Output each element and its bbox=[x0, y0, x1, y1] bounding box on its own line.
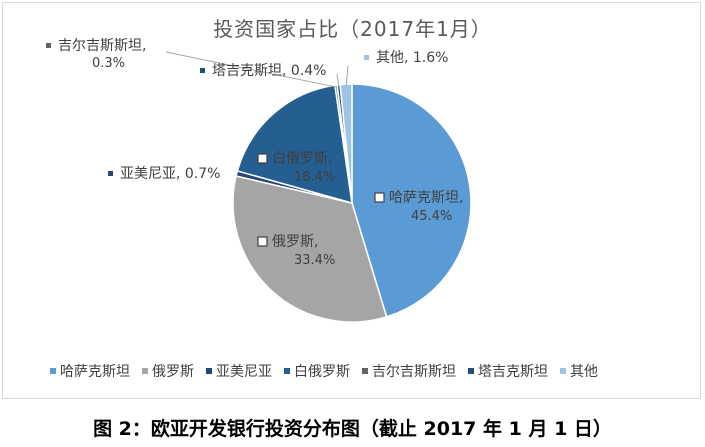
label-key-3 bbox=[257, 153, 268, 164]
slice-label-4: 吉尔吉斯斯坦, bbox=[58, 38, 146, 54]
label-key-2 bbox=[108, 171, 113, 176]
legend-label-0: 哈萨克斯坦 bbox=[60, 364, 130, 380]
slice-label-6: 其他, 1.6% bbox=[376, 50, 448, 66]
figure-caption: 图 2：欧亚开发银行投资分布图（截止 2017 年 1 月 1 日） bbox=[93, 418, 612, 440]
legend-swatch-5 bbox=[468, 368, 474, 374]
legend-label-3: 白俄罗斯 bbox=[294, 364, 350, 380]
chart-title: 投资国家占比（2017年1月） bbox=[213, 17, 492, 41]
label-key-5 bbox=[200, 68, 205, 73]
label-key-0 bbox=[374, 192, 385, 203]
label-key-1 bbox=[257, 236, 268, 247]
slice-label-3: 白俄罗斯, bbox=[272, 151, 332, 167]
slice-label-0: 哈萨克斯坦, bbox=[389, 190, 463, 206]
label-key-6 bbox=[364, 55, 369, 60]
legend-swatch-4 bbox=[362, 368, 368, 374]
legend-swatch-6 bbox=[560, 368, 566, 374]
label-key-4 bbox=[46, 43, 51, 48]
pie-slice-3 bbox=[236, 84, 353, 205]
pie-slice-1 bbox=[232, 175, 388, 323]
pie-slice-0 bbox=[351, 83, 472, 318]
slice-label-1: 俄罗斯, bbox=[272, 234, 318, 250]
slice-value-4: 0.3% bbox=[92, 56, 125, 71]
slice-label-5: 塔吉克斯坦, 0.4% bbox=[212, 63, 326, 79]
legend-swatch-2 bbox=[206, 368, 212, 374]
legend-label-2: 亚美尼亚 bbox=[216, 364, 272, 380]
slice-value-1: 33.4% bbox=[294, 253, 335, 268]
slice-value-3: 18.4% bbox=[294, 170, 335, 185]
legend-swatch-0 bbox=[50, 368, 56, 374]
legend-label-1: 俄罗斯 bbox=[152, 364, 194, 380]
legend-label-6: 其他 bbox=[570, 364, 598, 380]
leader-line-5 bbox=[336, 73, 340, 87]
legend-label-5: 塔吉克斯坦 bbox=[478, 364, 548, 380]
legend-label-4: 吉尔吉斯斯坦 bbox=[372, 364, 456, 380]
leader-line-4 bbox=[165, 51, 337, 88]
leader-line-6 bbox=[345, 65, 349, 87]
legend-swatch-3 bbox=[284, 368, 290, 374]
chart-frame: 投资国家占比（2017年1月） bbox=[2, 2, 701, 399]
slice-label-2: 亚美尼亚, 0.7% bbox=[120, 166, 220, 182]
slice-value-0: 45.4% bbox=[411, 209, 452, 224]
legend-swatch-1 bbox=[142, 368, 148, 374]
